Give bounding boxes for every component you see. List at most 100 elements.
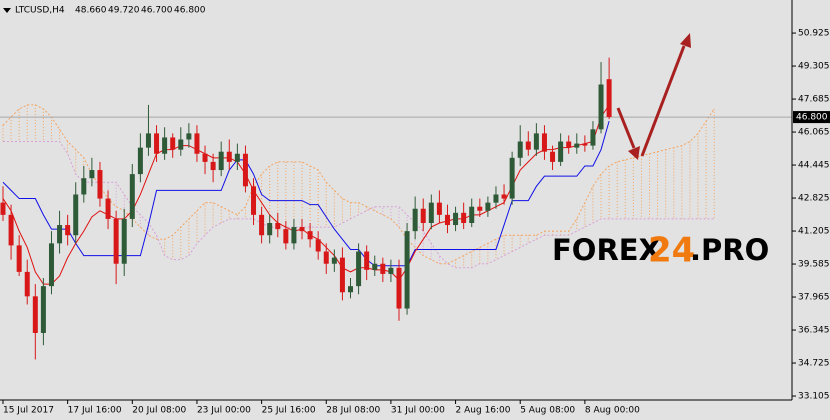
- x-tick-label: 2 Aug 16:00: [456, 406, 511, 416]
- candle-body: [331, 257, 337, 264]
- candle-body: [218, 151, 224, 171]
- cloud-layer: [2, 104, 715, 269]
- candle-body: [16, 245, 22, 272]
- candle-body: [234, 153, 240, 162]
- candle-body: [339, 257, 345, 293]
- watermark: .PRO: [690, 233, 769, 267]
- candle-body: [558, 141, 564, 162]
- candle-body: [129, 174, 135, 219]
- candle-body: [162, 137, 168, 154]
- candle-body: [428, 202, 434, 223]
- x-tick-label: 20 Jul 08:00: [132, 406, 186, 416]
- candle-body: [97, 170, 103, 199]
- candle-body: [525, 141, 531, 150]
- candle-body: [137, 147, 143, 175]
- header-value: 49.720: [108, 6, 140, 16]
- candle-body: [388, 267, 394, 274]
- arrow-up: [640, 45, 686, 157]
- indicator-layer: [0, 104, 792, 285]
- candle-body: [65, 225, 71, 236]
- y-tick-label: 42.825: [798, 194, 830, 204]
- candle-body: [541, 133, 547, 152]
- candle-body: [453, 212, 459, 226]
- candle-body: [89, 170, 95, 179]
- candle-body: [533, 133, 539, 150]
- candle-body: [210, 161, 216, 171]
- menu-triangle[interactable]: [3, 8, 11, 13]
- candle-body: [105, 198, 111, 219]
- candle-body: [566, 141, 572, 148]
- candle-body: [299, 227, 305, 232]
- candle-body: [307, 231, 313, 240]
- watermark: 24: [648, 231, 695, 271]
- y-tick-label: 50.925: [798, 29, 830, 39]
- candle-body: [275, 222, 281, 230]
- last-price-label: 46.800: [796, 113, 828, 123]
- x-tick-label: 23 Jul 00:00: [197, 406, 251, 416]
- candle-body: [178, 139, 184, 150]
- forecast-arrows: [616, 33, 691, 160]
- arrow-head: [680, 33, 691, 48]
- x-tick-label: 8 Aug 00:00: [585, 406, 640, 416]
- candle-body: [242, 153, 248, 187]
- candle-body: [582, 143, 588, 146]
- candle-body: [283, 229, 289, 244]
- candle-body: [606, 79, 612, 118]
- candle-body: [267, 222, 273, 236]
- candle-body: [509, 157, 515, 199]
- candle-body: [186, 133, 192, 140]
- y-tick-label: 46.065: [798, 128, 830, 138]
- candle-body: [8, 214, 14, 246]
- candle-body: [121, 218, 127, 264]
- candle-body: [348, 286, 354, 293]
- y-tick-label: 41.205: [798, 227, 830, 237]
- candle-body: [259, 214, 265, 236]
- y-tick-label: 34.725: [798, 359, 830, 369]
- candle-body: [396, 267, 402, 309]
- candle-body: [485, 202, 491, 211]
- span-a-line: [2, 104, 715, 265]
- candle-body: [420, 208, 426, 223]
- candle-body: [469, 206, 475, 223]
- candle-body: [202, 153, 208, 162]
- candle-body: [444, 214, 450, 226]
- y-tick-label: 44.445: [798, 161, 830, 171]
- candle-body: [372, 263, 378, 270]
- candle-body: [40, 286, 46, 333]
- header-value: 46.700: [141, 6, 173, 16]
- x-tick-label: 31 Jul 00:00: [391, 406, 445, 416]
- candle-body: [73, 194, 79, 236]
- y-tick-label: 39.585: [798, 260, 830, 270]
- header-value: 46.800: [174, 6, 206, 16]
- candle-body: [48, 243, 54, 287]
- candle-body: [517, 141, 523, 158]
- candle-body: [501, 194, 507, 199]
- candle-body: [170, 137, 176, 150]
- candle-body: [323, 251, 329, 264]
- candle-body: [590, 129, 596, 146]
- candle-body: [81, 178, 87, 195]
- x-tick-label: 5 Aug 08:00: [520, 406, 575, 416]
- watermark: FOREX: [552, 233, 661, 267]
- candle-body: [194, 133, 200, 154]
- candle-body: [380, 263, 386, 274]
- candle-body: [154, 133, 160, 154]
- arrow-down: [616, 107, 636, 149]
- candle-body: [315, 239, 321, 252]
- candle-body: [436, 202, 442, 215]
- candle-body: [145, 133, 151, 148]
- candle-body: [477, 206, 483, 211]
- y-tick-label: 33.105: [798, 392, 830, 402]
- candle-layer: [0, 57, 612, 360]
- candle-body: [113, 218, 119, 264]
- candle-body: [598, 84, 604, 130]
- candle-body: [291, 227, 297, 244]
- candle-body: [57, 225, 63, 244]
- candle-body: [550, 151, 556, 162]
- y-tick-label: 36.345: [798, 326, 830, 336]
- y-tick-label: 49.305: [798, 62, 830, 72]
- x-tick-label: 28 Jul 08:00: [326, 406, 380, 416]
- y-tick-label: 47.685: [798, 95, 830, 105]
